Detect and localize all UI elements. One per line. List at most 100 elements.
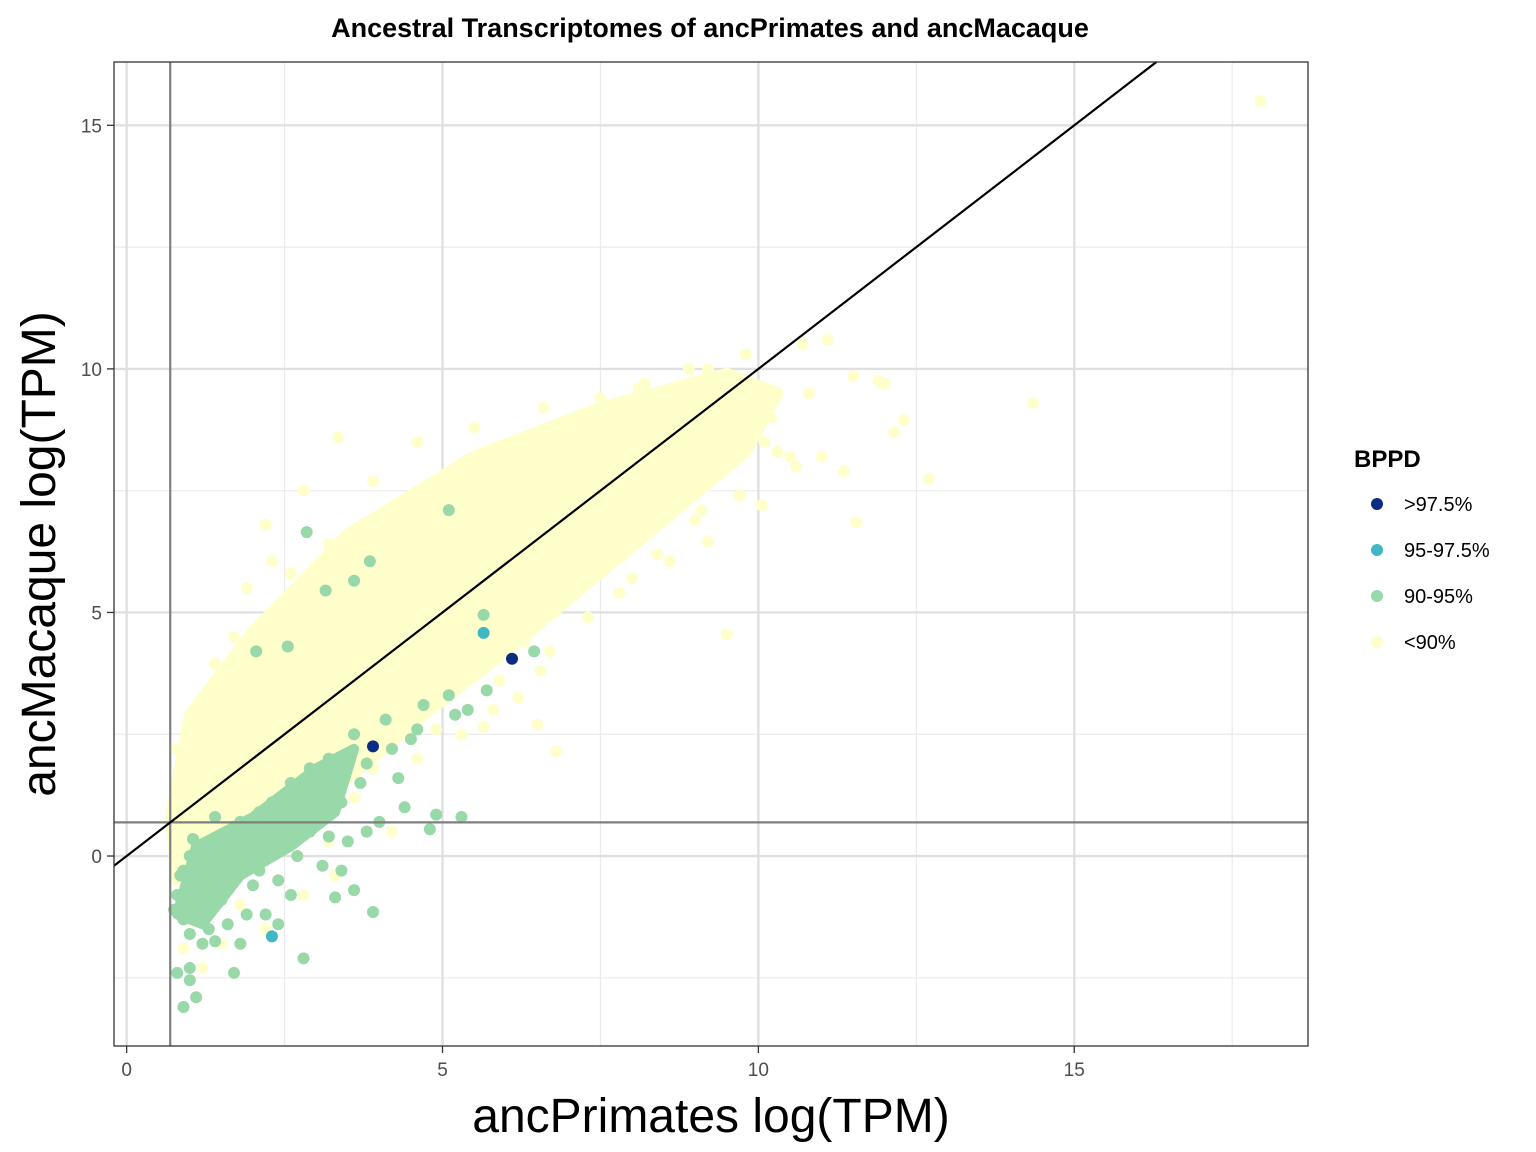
data-point: [746, 431, 759, 444]
data-point: [701, 535, 714, 548]
y-axis-title: ancMacaque log(TPM): [13, 311, 66, 797]
data-point: [278, 801, 291, 814]
data-point: [392, 616, 405, 629]
data-point: [265, 930, 278, 943]
data-point: [228, 630, 241, 643]
data-point: [348, 884, 361, 897]
data-point: [322, 752, 335, 765]
x-tick-label: 10: [748, 1060, 769, 1081]
data-point: [626, 401, 639, 414]
data-point: [755, 499, 768, 512]
data-points: [164, 94, 1267, 1014]
data-point: [468, 421, 481, 434]
data-point: [404, 689, 417, 702]
data-point: [385, 825, 398, 838]
data-point: [297, 791, 310, 804]
data-point: [284, 776, 297, 789]
x-tick-label: 5: [437, 1060, 448, 1081]
data-point: [367, 740, 380, 753]
data-point: [360, 635, 373, 648]
data-point: [689, 513, 702, 526]
data-point: [303, 733, 316, 746]
data-point: [171, 888, 184, 901]
legend-label: 90-95%: [1404, 586, 1473, 608]
data-point: [796, 338, 809, 351]
data-point: [246, 655, 259, 668]
data-point: [524, 552, 537, 565]
data-point: [739, 348, 752, 361]
data-point: [411, 752, 424, 765]
data-point: [196, 898, 209, 911]
data-point: [644, 435, 657, 448]
data-point: [663, 555, 676, 568]
data-point: [436, 543, 449, 556]
data-point: [575, 582, 588, 595]
data-point: [493, 674, 506, 687]
data-point: [430, 586, 443, 599]
data-point: [196, 859, 209, 872]
data-point: [322, 830, 335, 843]
data-point: [468, 499, 481, 512]
data-point: [765, 411, 778, 424]
data-point: [594, 392, 607, 405]
data-point: [196, 772, 209, 785]
data-point: [442, 504, 455, 517]
data-point: [265, 830, 278, 843]
legend: BPPD >97.5% 95-97.5% 90-95% <90%: [1354, 446, 1490, 654]
data-point: [202, 689, 215, 702]
data-point: [303, 762, 316, 775]
data-point: [348, 574, 361, 587]
data-point: [183, 927, 196, 940]
legend-label: >97.5%: [1404, 494, 1473, 516]
data-point: [411, 435, 424, 448]
data-point: [177, 913, 190, 926]
data-point: [379, 713, 392, 726]
data-point: [897, 414, 910, 427]
data-point: [1027, 396, 1040, 409]
data-point: [506, 601, 518, 614]
data-point: [534, 664, 547, 677]
data-point: [291, 850, 304, 863]
x-axis-title: ancPrimates log(TPM): [472, 1090, 949, 1143]
data-point: [250, 645, 263, 658]
data-point: [442, 660, 455, 673]
data-point: [196, 962, 209, 975]
data-point: [569, 484, 582, 497]
data-point: [537, 401, 550, 414]
data-point: [588, 543, 601, 556]
legend-key: [1371, 636, 1383, 648]
data-point: [310, 801, 323, 814]
data-point: [423, 823, 436, 836]
series-<90%: [171, 94, 1267, 975]
data-point: [619, 513, 632, 526]
data-point: [246, 879, 259, 892]
y-tick-label: 10: [81, 360, 102, 381]
data-point: [183, 718, 196, 731]
data-point: [758, 435, 771, 448]
data-point: [272, 625, 285, 638]
data-point: [531, 509, 544, 522]
data-point: [171, 966, 184, 979]
data-point: [404, 679, 417, 692]
data-point: [329, 781, 342, 794]
data-point: [221, 835, 234, 848]
data-point: [663, 387, 676, 400]
data-point: [209, 657, 222, 670]
data-point: [379, 548, 392, 560]
data-point: [701, 377, 714, 390]
data-point: [676, 445, 689, 458]
x-tick-label: 0: [121, 1060, 132, 1081]
data-point: [303, 825, 316, 838]
data-point: [588, 416, 601, 429]
data-point: [253, 864, 266, 877]
data-point: [499, 528, 512, 541]
data-point: [487, 703, 500, 716]
data-point: [600, 489, 613, 502]
data-point: [240, 908, 253, 921]
data-point: [1254, 94, 1267, 107]
data-point: [430, 808, 443, 821]
data-point: [404, 733, 417, 746]
data-point: [209, 811, 222, 824]
data-point: [581, 611, 594, 624]
data-point: [335, 796, 348, 809]
